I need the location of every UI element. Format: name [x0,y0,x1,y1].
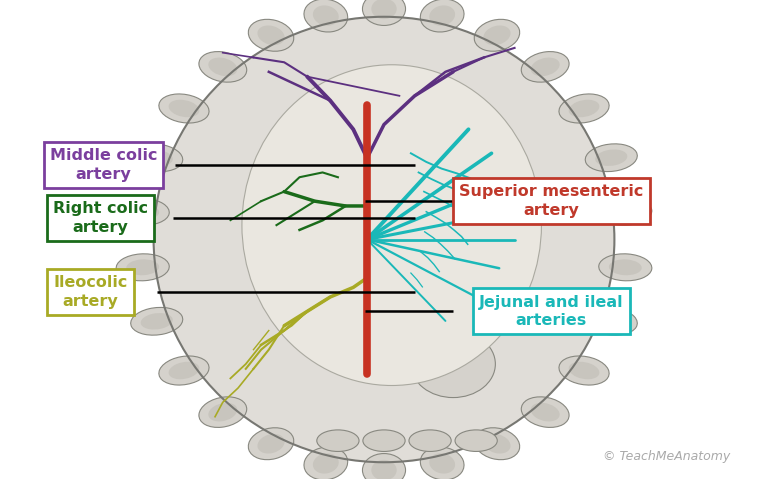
Ellipse shape [362,454,406,479]
Ellipse shape [141,149,173,166]
Ellipse shape [242,65,541,386]
Ellipse shape [420,447,464,479]
Ellipse shape [609,259,642,275]
Ellipse shape [131,308,183,335]
Ellipse shape [159,94,209,123]
Text: Ileocolic
artery: Ileocolic artery [54,275,127,309]
Ellipse shape [474,19,520,51]
Ellipse shape [559,94,609,123]
Ellipse shape [531,57,560,76]
Ellipse shape [371,0,396,19]
Ellipse shape [568,362,599,379]
Ellipse shape [199,397,247,427]
Ellipse shape [531,403,560,422]
Ellipse shape [599,198,652,225]
Ellipse shape [248,19,294,51]
Text: Jejunal and ileal
arteries: Jejunal and ileal arteries [479,295,624,328]
Ellipse shape [409,430,452,451]
Ellipse shape [313,453,339,474]
Text: © TeachMeAnatomy: © TeachMeAnatomy [603,449,730,463]
Ellipse shape [455,430,498,451]
Ellipse shape [159,356,209,385]
Ellipse shape [483,25,511,45]
Text: Right colic
artery: Right colic artery [53,201,148,235]
Ellipse shape [568,100,599,117]
Ellipse shape [599,254,652,281]
Ellipse shape [521,52,569,82]
Ellipse shape [154,17,614,462]
Ellipse shape [141,313,173,330]
Ellipse shape [313,5,339,26]
Ellipse shape [257,25,285,45]
Ellipse shape [595,149,627,166]
Ellipse shape [609,204,642,220]
Ellipse shape [304,447,348,479]
Ellipse shape [429,5,455,26]
Text: Superior mesenteric
artery: Superior mesenteric artery [459,184,644,218]
Ellipse shape [411,331,495,398]
Ellipse shape [257,434,285,454]
Ellipse shape [362,430,406,451]
Ellipse shape [585,144,637,171]
Ellipse shape [116,254,169,281]
Ellipse shape [131,144,183,171]
Ellipse shape [116,198,169,225]
Ellipse shape [429,453,455,474]
Ellipse shape [208,403,237,422]
Ellipse shape [559,356,609,385]
Ellipse shape [208,57,237,76]
Ellipse shape [521,397,569,427]
Ellipse shape [420,0,464,32]
Ellipse shape [595,313,627,330]
Ellipse shape [126,259,159,275]
Ellipse shape [304,0,348,32]
Ellipse shape [483,434,511,454]
Ellipse shape [371,460,396,479]
Ellipse shape [316,430,359,451]
Ellipse shape [169,100,200,117]
Ellipse shape [585,308,637,335]
Ellipse shape [362,0,406,25]
Ellipse shape [169,362,200,379]
Ellipse shape [248,428,294,460]
Ellipse shape [474,428,520,460]
Text: Middle colic
artery: Middle colic artery [50,148,157,182]
Ellipse shape [126,204,159,220]
Ellipse shape [199,52,247,82]
